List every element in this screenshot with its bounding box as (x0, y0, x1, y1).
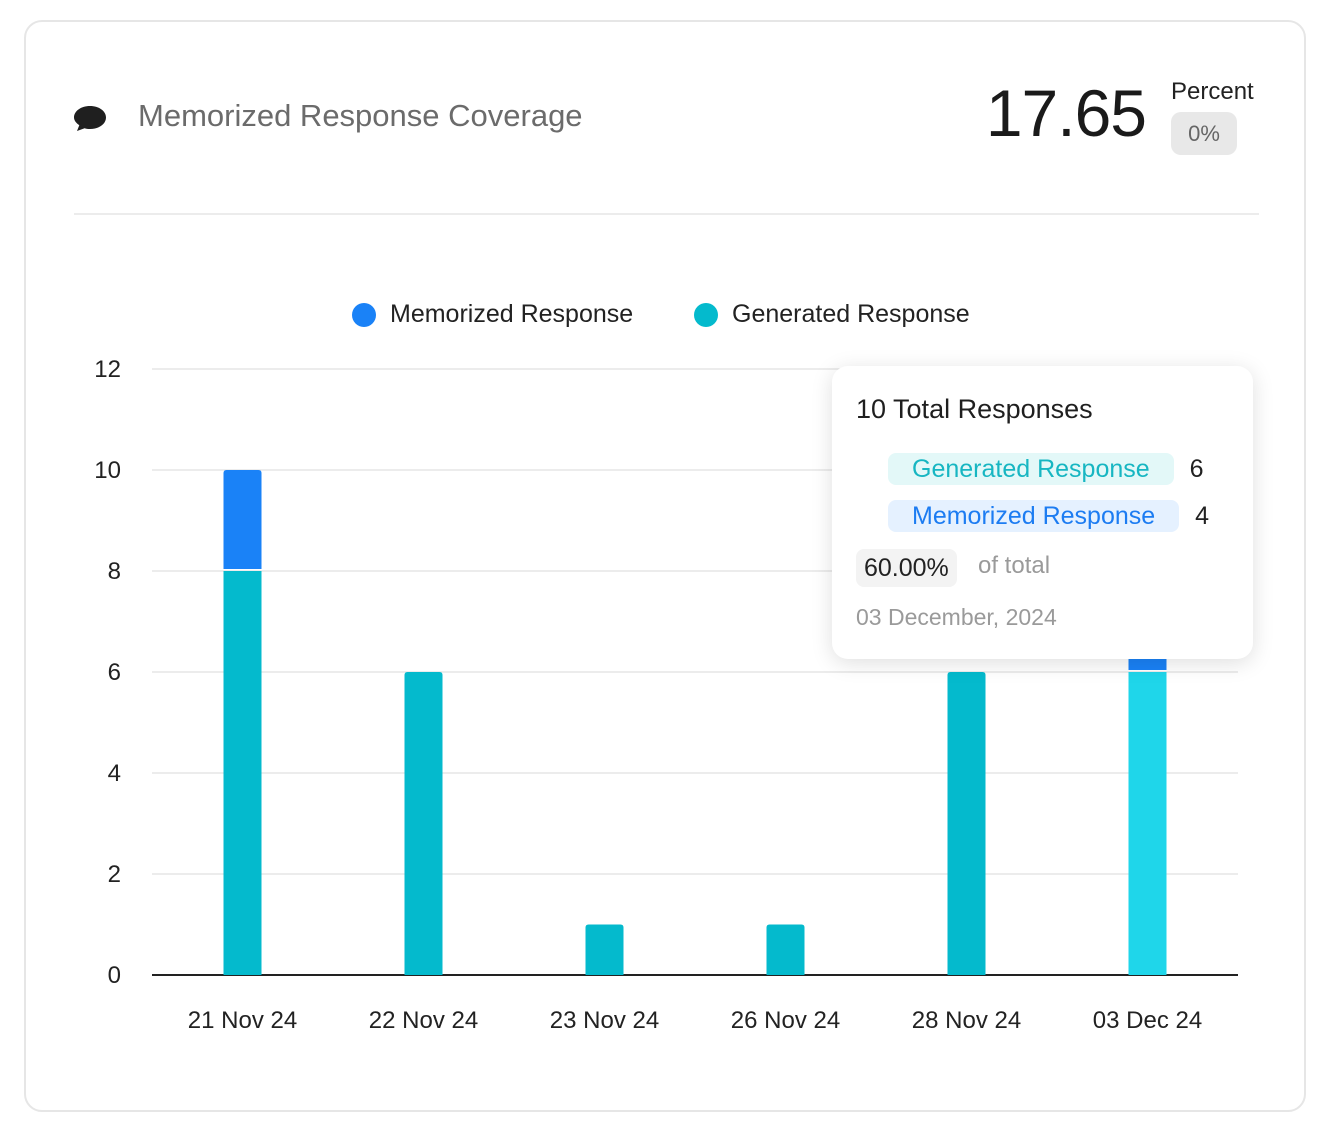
y-tick-label: 6 (108, 659, 121, 686)
tooltip-title: 10 Total Responses (856, 394, 1093, 424)
x-tick-label: 26 Nov 24 (731, 1007, 840, 1034)
y-tick-label: 8 (108, 558, 121, 585)
bar-generated[interactable] (585, 924, 624, 976)
tooltip-row-generated: Generated Response 6 (888, 453, 1204, 485)
x-tick-label: 21 Nov 24 (188, 1007, 297, 1034)
x-tick-label: 22 Nov 24 (369, 1007, 478, 1034)
tooltip-percent-suffix: of total (978, 552, 1051, 579)
legend-item-memorized[interactable]: Memorized Response (352, 300, 633, 329)
tooltip-percent: 60.00% (856, 549, 957, 587)
tooltip-generated-count: 6 (1189, 454, 1204, 483)
y-tick-label: 2 (108, 861, 121, 888)
chart-legend: Memorized Response Generated Response (0, 300, 1340, 332)
x-tick-label: 03 Dec 24 (1093, 1007, 1202, 1034)
legend-dot-generated (694, 302, 718, 327)
chat-bubble-icon (74, 106, 106, 131)
y-tick-label: 0 (108, 962, 121, 989)
tooltip-date: 03 December, 2024 (856, 604, 1057, 630)
coverage-unit: Percent (1171, 78, 1254, 105)
bar-generated[interactable] (947, 672, 986, 975)
tooltip-memorized-count: 4 (1195, 501, 1210, 530)
change-badge: 0% (1171, 112, 1237, 155)
bar-generated[interactable] (766, 924, 805, 976)
x-tick-label: 28 Nov 24 (912, 1007, 1021, 1034)
y-tick-label: 4 (108, 760, 121, 787)
tooltip-memorized-label: Memorized Response (888, 500, 1180, 532)
page-title: Memorized Response Coverage (138, 98, 583, 133)
chart-tooltip: 10 Total Responses Generated Response 6 … (832, 366, 1253, 659)
y-tick-label: 10 (94, 457, 121, 484)
bar-generated[interactable] (404, 672, 443, 975)
tooltip-row-memorized: Memorized Response 4 (888, 500, 1209, 532)
tooltip-generated-label: Generated Response (888, 453, 1174, 485)
legend-label-memorized: Memorized Response (390, 300, 634, 328)
bar-generated[interactable] (223, 571, 262, 975)
header-divider (74, 213, 1259, 215)
legend-item-generated[interactable]: Generated Response (694, 300, 970, 329)
x-tick-label: 23 Nov 24 (550, 1007, 659, 1034)
bar-generated[interactable] (1128, 672, 1167, 975)
legend-label-generated: Generated Response (732, 300, 970, 328)
coverage-value: 17.65 (985, 76, 1147, 150)
bar-memorized[interactable] (223, 470, 262, 569)
legend-dot-memorized (352, 302, 376, 327)
y-tick-label: 12 (94, 356, 121, 383)
